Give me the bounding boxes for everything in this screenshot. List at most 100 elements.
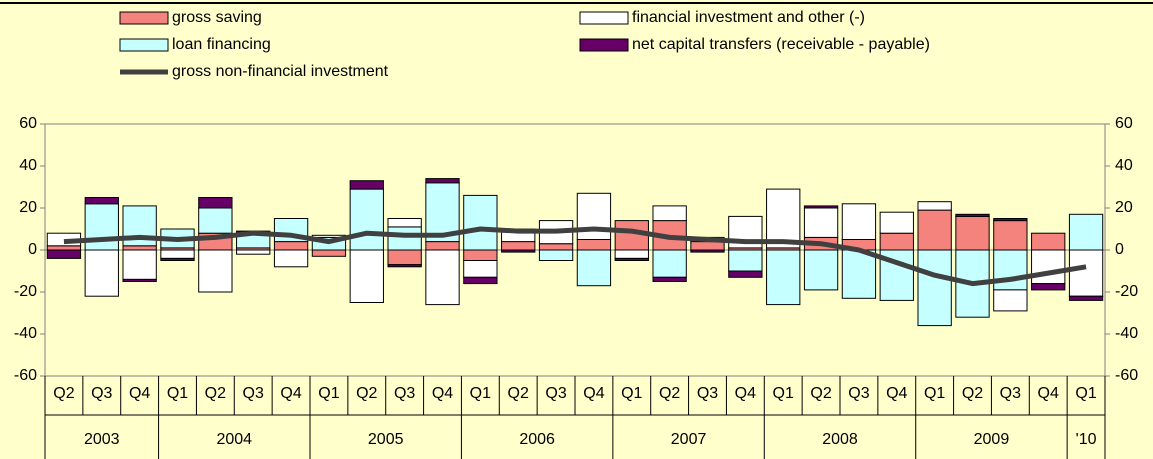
- bar-segment: [614, 257, 649, 261]
- bar-segment: [803, 249, 839, 291]
- bar-segment: [501, 241, 536, 251]
- y2-tick-label: -40: [1115, 325, 1138, 342]
- bar-segment: [955, 213, 990, 217]
- legend-label: gross saving: [172, 9, 262, 26]
- bar-segment: [993, 289, 1028, 312]
- legend-swatch: [119, 11, 169, 25]
- bar-segment: [879, 211, 914, 234]
- x-tick-label: Q4: [735, 385, 756, 402]
- bar-segment: [425, 249, 460, 306]
- bar-segment: [766, 249, 801, 306]
- bar-segment: [917, 201, 952, 211]
- y2-tick-label: 40: [1115, 157, 1133, 174]
- group-label: 2006: [519, 431, 555, 448]
- legend-swatch: [579, 11, 629, 25]
- y-tick-label: 40: [19, 157, 37, 174]
- bar-segment: [576, 249, 612, 287]
- x-tick-label: Q1: [621, 385, 642, 402]
- bar-segment: [463, 276, 498, 285]
- y-tick-label: -20: [14, 283, 37, 300]
- x-tick-label: Q2: [810, 385, 831, 402]
- bar-segment: [576, 192, 612, 241]
- legend-label: financial investment and other (-): [632, 9, 865, 26]
- bar-segment: [1068, 295, 1104, 301]
- x-tick-label: Q4: [886, 385, 907, 402]
- x-tick-label: Q2: [962, 385, 983, 402]
- bar-segment: [576, 239, 612, 251]
- legend-swatch: [579, 38, 629, 52]
- bar-segment: [198, 207, 233, 234]
- y-tick-label: 60: [19, 115, 37, 132]
- bar-segment: [841, 249, 877, 299]
- group-label: 2004: [216, 431, 252, 448]
- bar-segment: [652, 205, 687, 222]
- bar-segment: [46, 249, 82, 259]
- bar-segment: [538, 243, 574, 251]
- bar-segment: [917, 209, 952, 251]
- bar-segment: [349, 180, 384, 190]
- bar-segment: [1068, 213, 1104, 251]
- bar-segment: [993, 249, 1028, 291]
- y-tick-label: -60: [14, 367, 37, 384]
- group-label: '10: [1076, 431, 1097, 448]
- y2-tick-label: -60: [1115, 367, 1138, 384]
- y2-tick-label: -20: [1115, 283, 1138, 300]
- x-tick-label: Q1: [318, 385, 339, 402]
- x-tick-label: Q3: [1000, 385, 1021, 402]
- bar-segment: [122, 278, 157, 282]
- bar-segment: [841, 203, 877, 241]
- group-label: 2009: [974, 431, 1010, 448]
- group-label: 2008: [822, 431, 858, 448]
- bar-segment: [425, 178, 460, 184]
- bar-segment: [236, 249, 271, 255]
- bar-segment: [84, 249, 119, 297]
- bar-segment: [1068, 249, 1104, 297]
- bar-segment: [652, 249, 687, 278]
- x-tick-label: Q3: [91, 385, 112, 402]
- bar-segment: [198, 197, 233, 209]
- bar-segment: [273, 241, 309, 251]
- x-tick-label: Q4: [432, 385, 453, 402]
- bar-segment: [387, 226, 422, 251]
- bar-segment: [690, 241, 725, 251]
- group-label: 2007: [671, 431, 707, 448]
- bar-segment: [917, 249, 952, 327]
- x-tick-label: Q2: [205, 385, 226, 402]
- bar-segment: [84, 197, 119, 205]
- x-tick-label: Q3: [697, 385, 718, 402]
- bar-segment: [84, 203, 119, 251]
- bar-segment: [690, 249, 725, 253]
- y2-tick-label: 0: [1115, 241, 1124, 258]
- bar-segment: [160, 257, 195, 261]
- line-series: [63, 226, 1087, 287]
- bar-segment: [501, 249, 536, 253]
- legend-label: net capital transfers (receivable - paya…: [632, 36, 930, 53]
- bar-segment: [728, 249, 763, 272]
- x-tick-label: Q3: [545, 385, 566, 402]
- y-tick-label: -40: [14, 325, 37, 342]
- x-tick-label: Q3: [394, 385, 415, 402]
- bar-segment: [311, 249, 347, 257]
- legend-label: gross non-financial investment: [172, 63, 389, 80]
- x-tick-label: Q4: [583, 385, 604, 402]
- x-tick-label: Q1: [773, 385, 794, 402]
- bar-segment: [387, 218, 422, 228]
- bar-segment: [122, 245, 157, 251]
- legend-swatch: [119, 38, 169, 52]
- bar-segment: [349, 249, 384, 303]
- bar-segment: [349, 188, 384, 251]
- y-tick-label: 20: [19, 199, 37, 216]
- y2-tick-label: 60: [1115, 115, 1133, 132]
- bar-segment: [652, 276, 687, 282]
- x-tick-label: Q2: [356, 385, 377, 402]
- bar-segment: [766, 188, 801, 249]
- bar-segment: [122, 249, 157, 280]
- group-label: 2003: [84, 431, 120, 448]
- bar-segment: [198, 249, 233, 293]
- bar-segment: [1031, 232, 1066, 251]
- x-tick-label: Q1: [470, 385, 491, 402]
- bar-segment: [273, 249, 309, 268]
- bar-segment: [993, 220, 1028, 251]
